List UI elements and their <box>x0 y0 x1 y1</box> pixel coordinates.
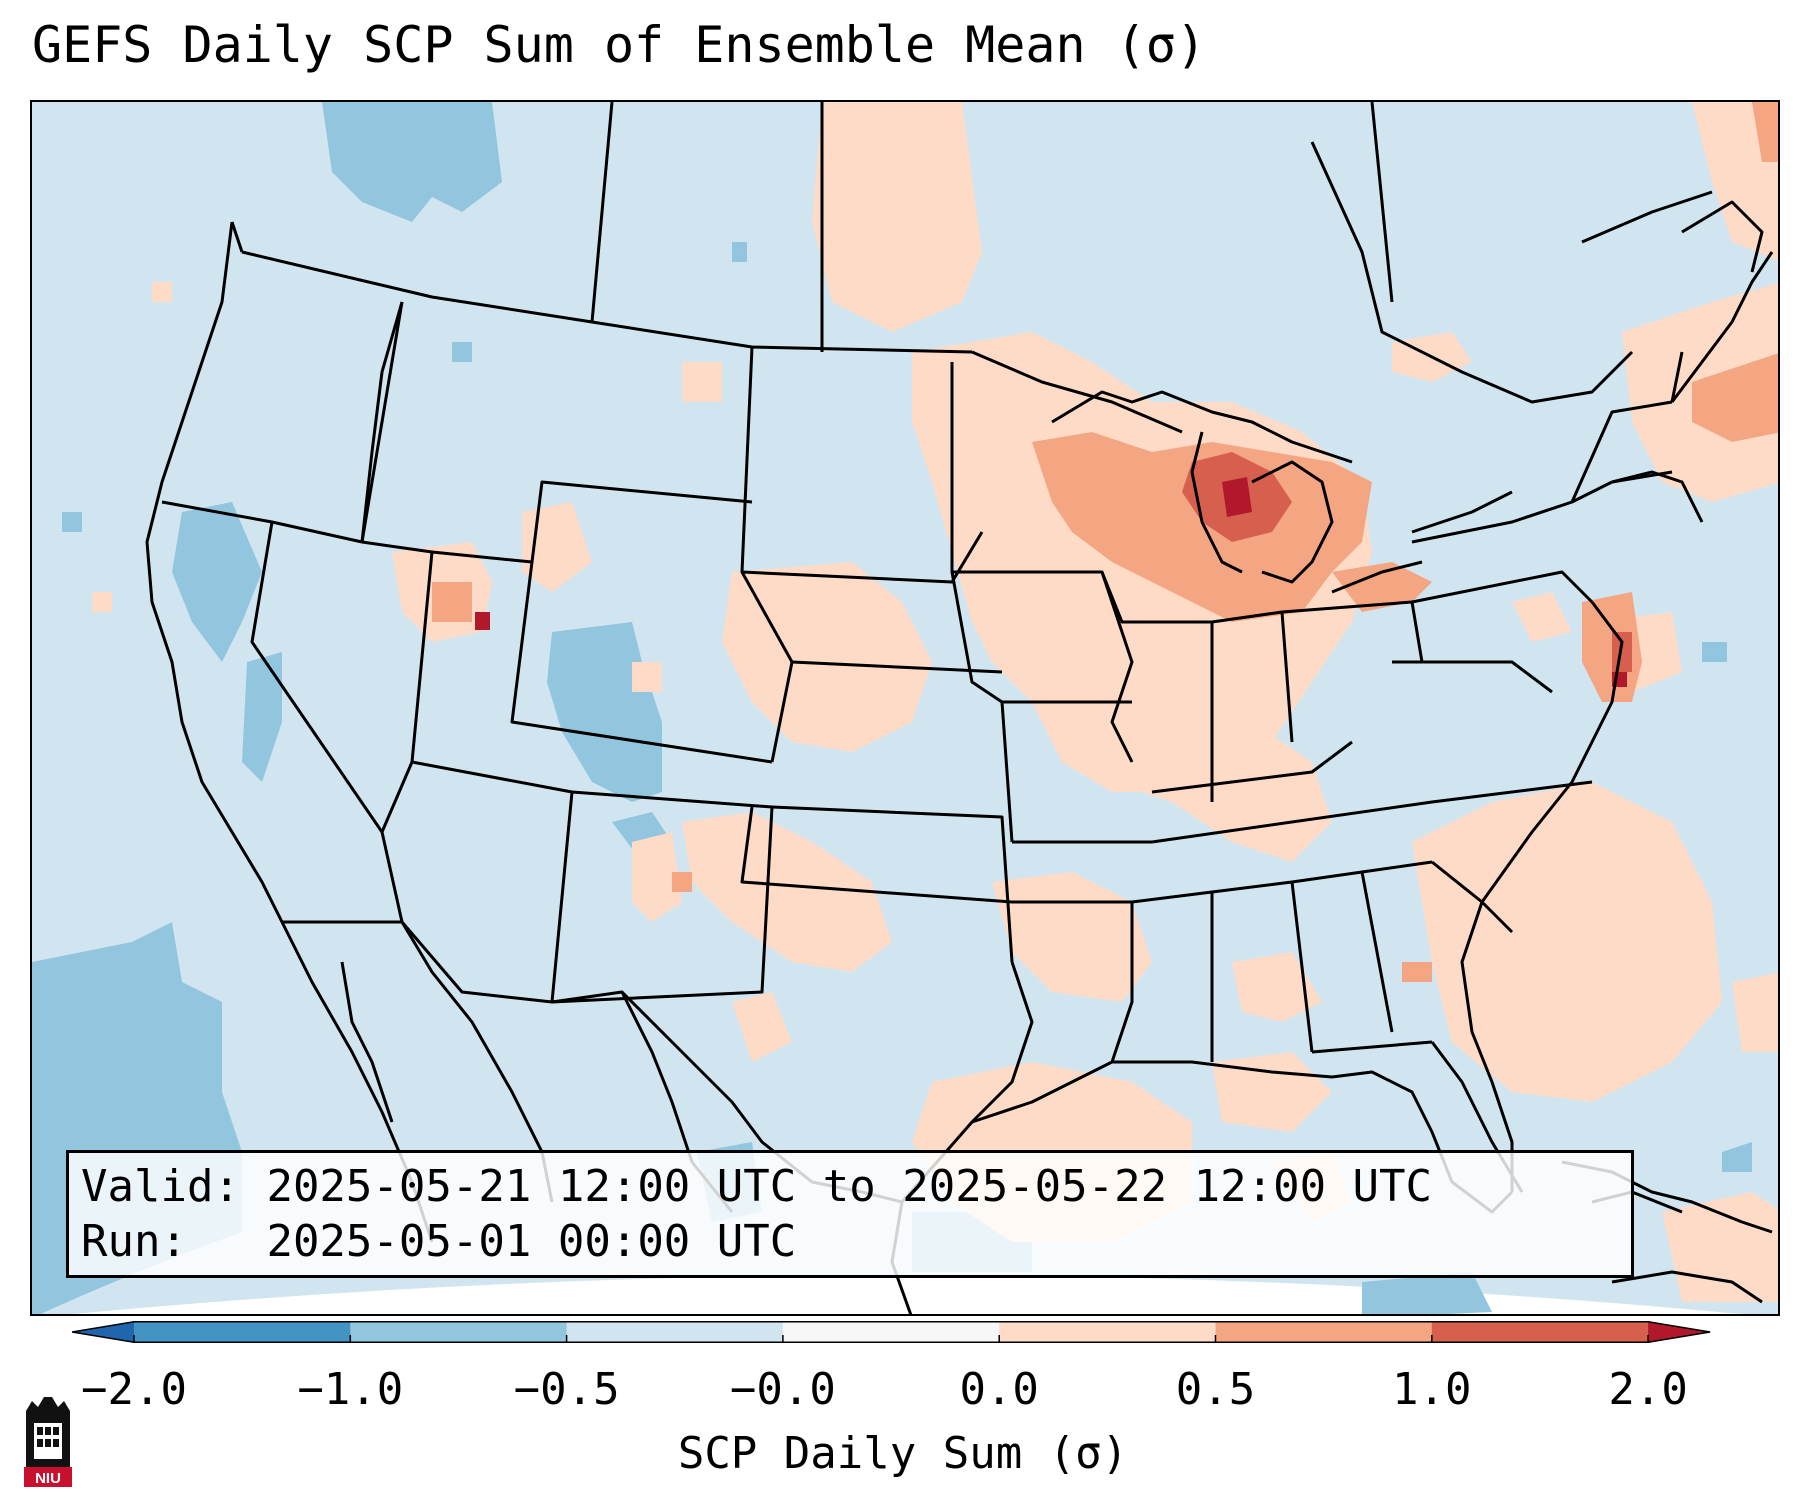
colorbar-extend-high <box>1648 1321 1711 1343</box>
colorbar-tick-label: −0.5 <box>513 1364 620 1415</box>
colorbar-segment <box>134 1321 351 1343</box>
valid-range: 2025-05-21 12:00 UTC to 2025-05-22 12:00… <box>266 1161 1433 1212</box>
colorbar-segment <box>1431 1321 1649 1343</box>
run-time: 2025-05-01 00:00 UTC <box>266 1216 797 1267</box>
scp-anomaly-map <box>32 102 1778 1314</box>
colorbar-tick-label: −0.0 <box>729 1364 836 1415</box>
state-boundaries <box>145 102 1774 1314</box>
colorbar-extend-low <box>72 1321 134 1343</box>
colorbar-tick-label: 1.0 <box>1392 1364 1472 1415</box>
niu-logo: NIU <box>24 1397 72 1487</box>
extreme-positive-anomaly-cells <box>475 477 1627 687</box>
map-panel <box>30 100 1780 1316</box>
svg-text:NIU: NIU <box>35 1470 61 1487</box>
colorbar-tick-label: 0.0 <box>959 1364 1039 1415</box>
colorbar-tick-label: 0.5 <box>1175 1364 1256 1415</box>
colorbar-segment <box>566 1321 784 1343</box>
colorbar-tick-label: 2.0 <box>1608 1364 1688 1415</box>
colorbar-tick-label: −1.0 <box>297 1364 404 1415</box>
colorbar-label: SCP Daily Sum (σ) <box>677 1428 1129 1479</box>
run-label: Run: <box>81 1216 187 1267</box>
colorbar-segment <box>782 1321 1000 1343</box>
map-title: GEFS Daily SCP Sum of Ensemble Mean (σ) <box>32 16 1206 74</box>
colorbar-tick-label: −2.0 <box>81 1364 187 1415</box>
colorbar-segment <box>350 1321 568 1343</box>
valid-label: Valid: <box>81 1161 240 1212</box>
moderate-positive-anomaly-cells <box>432 102 1778 982</box>
colorbar-segment <box>1215 1321 1433 1343</box>
colorbar-segment <box>999 1321 1217 1343</box>
colorbar <box>72 1321 1711 1343</box>
valid-time-box: Valid: 2025-05-21 12:00 UTC to 2025-05-2… <box>66 1150 1634 1278</box>
